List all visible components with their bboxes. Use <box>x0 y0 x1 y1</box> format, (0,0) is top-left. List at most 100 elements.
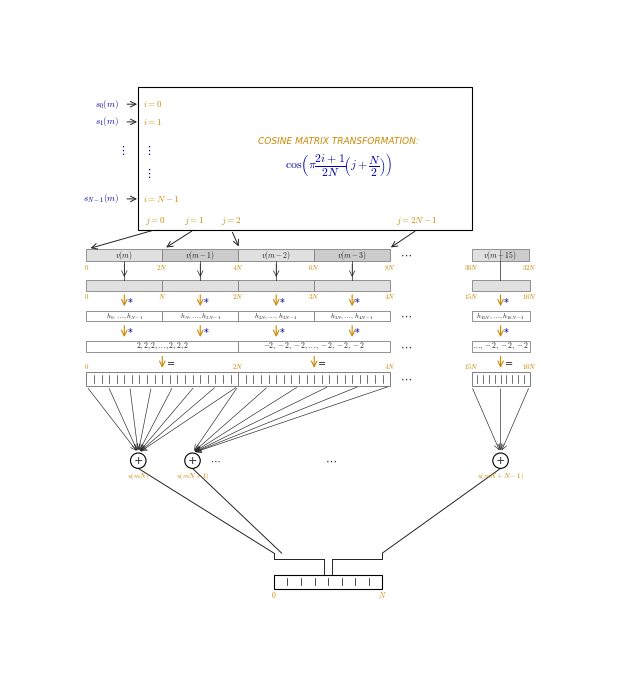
Text: $=$: $=$ <box>165 357 176 367</box>
Bar <box>314 280 390 291</box>
Text: $s_0(m)$: $s_0(m)$ <box>95 98 119 111</box>
Text: $\vdots$: $\vdots$ <box>143 167 151 180</box>
Text: $2N$: $2N$ <box>156 263 168 272</box>
Text: $s_{N-1}(m)$: $s_{N-1}(m)$ <box>83 193 119 206</box>
Text: $v(m-3)$: $v(m-3)$ <box>337 249 367 261</box>
Text: $v(m-2)$: $v(m-2)$ <box>261 249 291 261</box>
Text: $+$: $+$ <box>133 455 144 466</box>
Text: $h_{2N},\ldots,h_{3N-1}$: $h_{2N},\ldots,h_{3N-1}$ <box>254 311 298 321</box>
Text: $h_{3N},\ldots,h_{4N-1}$: $h_{3N},\ldots,h_{4N-1}$ <box>330 311 374 321</box>
Bar <box>87 249 162 261</box>
Text: $\cdots$: $\cdots$ <box>400 374 412 384</box>
Text: $*$: $*$ <box>127 327 133 336</box>
Text: $i=1$: $i=1$ <box>143 117 162 127</box>
Text: $0$: $0$ <box>84 263 89 272</box>
Text: $*$: $*$ <box>354 327 361 336</box>
Text: $4N$: $4N$ <box>233 263 244 272</box>
Text: $4N$: $4N$ <box>385 292 396 301</box>
Text: $*$: $*$ <box>503 327 510 336</box>
Text: $=$: $=$ <box>317 357 328 367</box>
Bar <box>314 311 390 321</box>
Text: $\cos\!\left(\pi\dfrac{2i+1}{2N}\!\left(j+\dfrac{N}{2}\right)\right)$: $\cos\!\left(\pi\dfrac{2i+1}{2N}\!\left(… <box>285 151 392 178</box>
Circle shape <box>131 453 146 468</box>
Text: $h_0,\ldots,h_{N-1}$: $h_0,\ldots,h_{N-1}$ <box>106 311 143 321</box>
Bar <box>472 280 529 291</box>
Circle shape <box>185 453 200 468</box>
Text: $\cdots$: $\cdots$ <box>210 456 220 466</box>
Text: $3N$: $3N$ <box>308 292 320 301</box>
Text: $*$: $*$ <box>279 327 285 336</box>
Text: $-2,-2,-2,\ldots,-2,-2,-2$: $-2,-2,-2,\ldots,-2,-2,-2$ <box>263 341 365 352</box>
Bar <box>314 249 390 261</box>
Bar <box>274 575 383 589</box>
Text: $15N$: $15N$ <box>464 292 479 301</box>
Bar <box>472 372 529 386</box>
Text: $0$: $0$ <box>271 590 277 600</box>
Text: COSINE MATRIX TRANSFORMATION:: COSINE MATRIX TRANSFORMATION: <box>258 137 419 146</box>
Bar <box>238 372 390 386</box>
Bar <box>472 341 529 352</box>
Text: $+$: $+$ <box>495 455 506 466</box>
Text: $15N$: $15N$ <box>464 361 479 370</box>
Text: $32N$: $32N$ <box>522 263 537 272</box>
Text: $*$: $*$ <box>127 295 133 306</box>
Text: $16N$: $16N$ <box>522 292 537 301</box>
Text: $h_N,\ldots,h_{2N-1}$: $h_N,\ldots,h_{2N-1}$ <box>179 311 221 321</box>
Text: $N$: $N$ <box>158 292 166 301</box>
Text: $4N$: $4N$ <box>385 361 396 370</box>
Bar <box>238 341 390 352</box>
Text: $j=1$: $j=1$ <box>184 215 204 227</box>
Text: $*$: $*$ <box>279 295 285 306</box>
Text: $j=0$: $j=0$ <box>146 215 165 227</box>
Text: $v(m-1)$: $v(m-1)$ <box>185 249 215 261</box>
Text: $30N$: $30N$ <box>464 263 479 272</box>
Text: $\ldots,-2,-2,-2$: $\ldots,-2,-2,-2$ <box>472 341 529 352</box>
Text: $+$: $+$ <box>187 455 197 466</box>
Text: $v(m-15)$: $v(m-15)$ <box>483 249 517 261</box>
Bar <box>138 88 472 230</box>
Bar <box>162 311 238 321</box>
Text: $N$: $N$ <box>378 590 387 600</box>
Bar <box>500 249 529 261</box>
Text: $i=N-1$: $i=N-1$ <box>143 194 179 204</box>
Text: $0$: $0$ <box>84 361 89 370</box>
Text: $2,2,2,\ldots,2,2,2$: $2,2,2,\ldots,2,2,2$ <box>136 341 188 352</box>
Text: $\cdots$: $\cdots$ <box>325 456 337 466</box>
Bar <box>87 341 238 352</box>
Text: $*$: $*$ <box>354 295 361 306</box>
Text: $\cdots$: $\cdots$ <box>400 250 412 260</box>
Text: $\cdots$: $\cdots$ <box>400 342 412 352</box>
Text: $j=2$: $j=2$ <box>221 215 241 227</box>
Bar <box>238 249 314 261</box>
Bar <box>87 280 162 291</box>
Bar <box>87 311 162 321</box>
Text: $u(mN+1)$: $u(mN+1)$ <box>176 471 210 482</box>
Text: $0$: $0$ <box>84 292 89 301</box>
Text: $\vdots$: $\vdots$ <box>117 144 125 157</box>
Text: $j=2N-1$: $j=2N-1$ <box>396 215 438 227</box>
Bar <box>238 280 314 291</box>
Text: $v(m)$: $v(m)$ <box>115 249 133 261</box>
Text: $2N$: $2N$ <box>233 292 244 301</box>
Text: $\cdots$: $\cdots$ <box>400 311 412 321</box>
Text: $*$: $*$ <box>503 295 510 306</box>
Text: $16N$: $16N$ <box>522 361 537 370</box>
Text: $6N$: $6N$ <box>308 263 320 272</box>
Bar <box>162 280 238 291</box>
Text: $*$: $*$ <box>203 327 209 336</box>
Bar <box>472 311 529 321</box>
Circle shape <box>493 453 508 468</box>
Text: $u(mN+N-1)$: $u(mN+N-1)$ <box>477 471 524 482</box>
Text: $h_{15N},\ldots,h_{16N-1}$: $h_{15N},\ldots,h_{16N-1}$ <box>476 311 525 321</box>
Text: $*$: $*$ <box>203 295 209 306</box>
Bar <box>87 372 238 386</box>
Text: $2N$: $2N$ <box>233 361 244 370</box>
Bar <box>472 249 500 261</box>
Text: $s_1(m)$: $s_1(m)$ <box>95 115 119 129</box>
Text: $8N$: $8N$ <box>385 263 396 272</box>
Bar <box>238 311 314 321</box>
Text: $\vdots$: $\vdots$ <box>143 144 151 157</box>
Bar <box>162 249 238 261</box>
Text: $i=0$: $i=0$ <box>143 99 162 109</box>
Text: $u(mN)$: $u(mN)$ <box>127 471 149 482</box>
